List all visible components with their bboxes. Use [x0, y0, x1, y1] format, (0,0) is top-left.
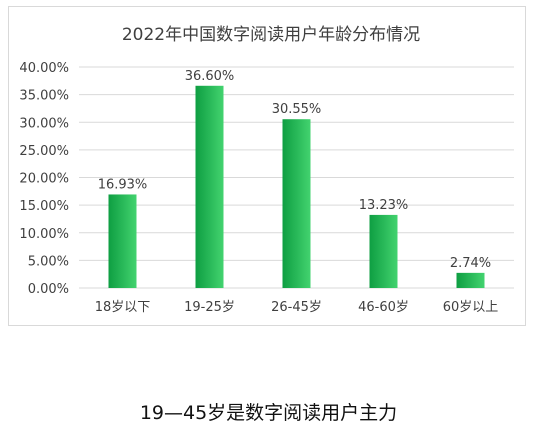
chart-caption: 19—45岁是数字阅读用户主力	[139, 402, 398, 424]
bar	[369, 214, 398, 288]
chart-title: 2022年中国数字阅读用户年龄分布情况	[122, 25, 420, 45]
y-tick-label: 0.00%	[28, 282, 69, 297]
x-tick-label: 46-60岁	[358, 300, 409, 315]
chart-frame: 2022年中国数字阅读用户年龄分布情况 0.00% 5.00% 10.00% 15.0…	[8, 6, 526, 326]
bar-chart: 2022年中国数字阅读用户年龄分布情况 0.00% 5.00% 10.00% 15.0…	[19, 25, 514, 315]
y-tick-label: 35.00%	[19, 89, 69, 104]
data-label: 2.74%	[450, 256, 491, 271]
x-axis-ticks: 18岁以下 19-25岁 26-45岁 46-60岁 60岁以上	[95, 300, 499, 315]
y-tick-label: 40.00%	[19, 61, 69, 76]
y-tick-label: 15.00%	[19, 199, 69, 214]
y-axis-ticks: 0.00% 5.00% 10.00% 15.00% 20.00% 25.00% 30.00%…	[19, 61, 69, 297]
data-label: 16.93%	[98, 177, 148, 192]
x-tick-label: 26-45岁	[271, 300, 322, 315]
data-label: 36.60%	[185, 69, 235, 84]
bars	[108, 85, 485, 289]
bar	[195, 85, 224, 288]
x-tick-label: 18岁以下	[95, 300, 151, 315]
y-tick-label: 20.00%	[19, 172, 69, 187]
bar	[108, 194, 137, 288]
x-tick-label: 60岁以上	[443, 300, 499, 315]
y-tick-label: 30.00%	[19, 116, 69, 131]
y-tick-label: 25.00%	[19, 144, 69, 159]
y-tick-label: 5.00%	[28, 254, 69, 269]
data-labels: 16.93% 36.60% 30.55% 13.23% 2.74%	[98, 69, 491, 271]
data-label: 30.55%	[272, 102, 322, 117]
data-label: 13.23%	[359, 198, 409, 213]
y-tick-label: 10.00%	[19, 227, 69, 242]
x-tick-label: 19-25岁	[184, 300, 235, 315]
bar	[456, 272, 485, 288]
bar	[282, 119, 311, 289]
